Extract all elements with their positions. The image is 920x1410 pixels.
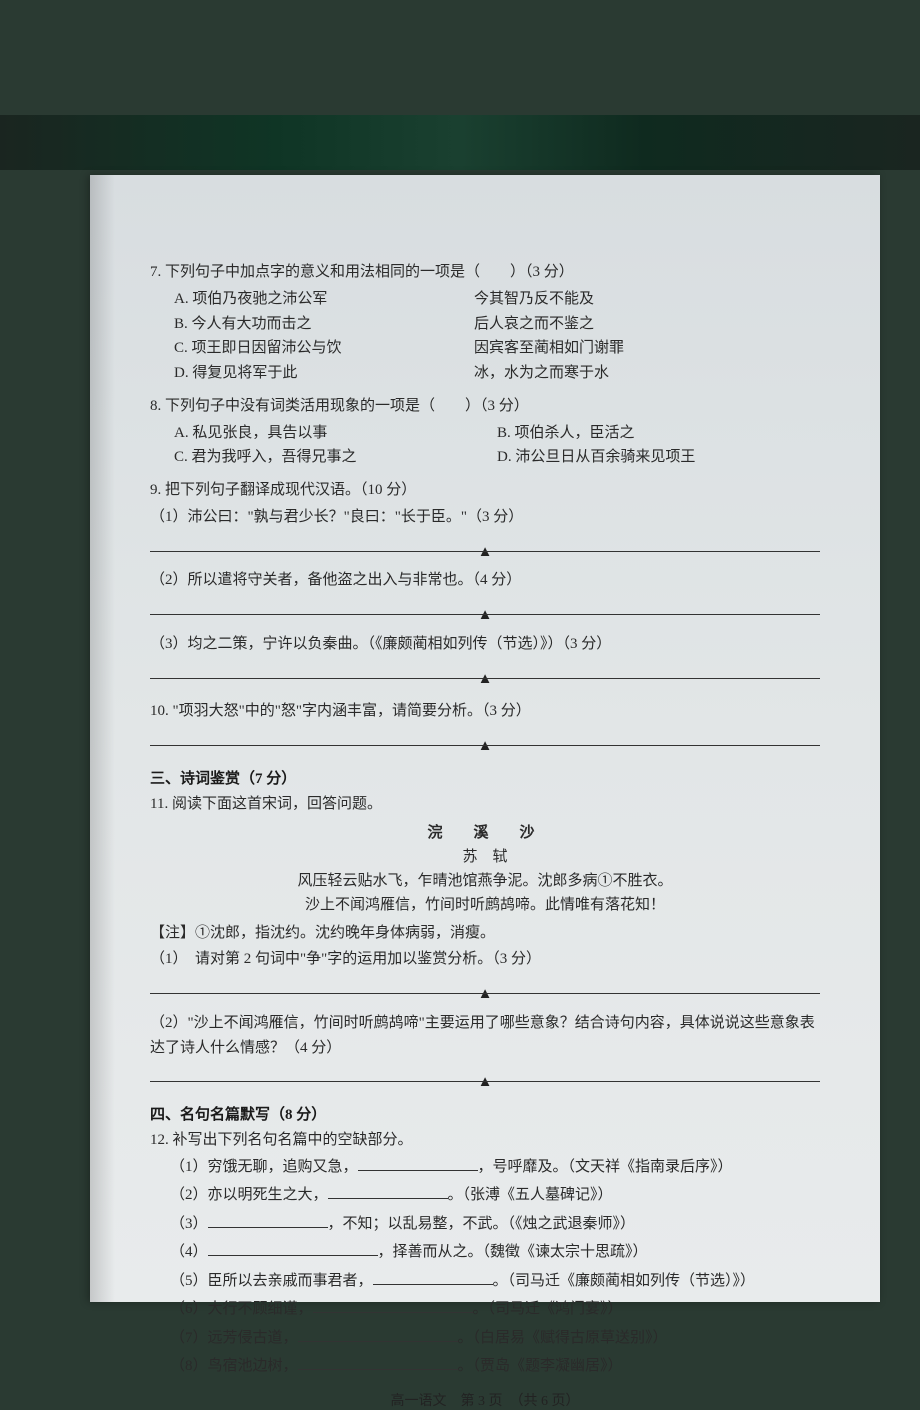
poem-note: 【注】①沈郎，指沈约。沈约晚年身体病弱，消瘦。: [150, 921, 820, 946]
blank: [358, 1155, 478, 1171]
q12-item-2: （2）亦以明死生之大， 。（张溥《五人墓碑记》）: [170, 1183, 820, 1209]
q11-sub2: （2）"沙上不闻鸿雁信，竹间时听鹧鸪啼"主要运用了哪些意象？结合诗句内容，具体说…: [150, 1011, 820, 1061]
q7-options: A. 项伯乃夜驰之沛公军 今其智乃反不能及 B. 今人有大功而击之 后人哀之而不…: [150, 287, 820, 386]
q12-8-pre: （8）鸟宿池边树，: [170, 1358, 298, 1374]
q9-stem: 9. 把下列句子翻译成现代汉语。（10 分）: [150, 478, 820, 503]
q12-item-7: （7）远芳侵古道， 。（白居易《赋得古原草送别》）: [170, 1326, 820, 1352]
poem-block: 浣 溪 沙 苏 轼 风压轻云贴水飞，乍晴池馆燕争泥。沈郎多病①不胜衣。 沙上不闻…: [150, 821, 820, 917]
q12-5-post: 。（司马迁《廉颇蔺相如列传（节选）》）: [493, 1273, 756, 1289]
q9-sub1: （1）沛公曰："孰与君少长？"良曰："长于臣。"（3 分）: [150, 505, 820, 530]
q7-stem: 7. 下列句子中加点字的意义和用法相同的一项是（ ）（3 分）: [150, 260, 820, 285]
q12-7-post: 。（白居易《赋得古原草送别》）: [458, 1330, 668, 1346]
blank: [298, 1354, 458, 1370]
blank: [313, 1297, 473, 1313]
q11-stem: 11. 阅读下面这首宋词，回答问题。: [150, 792, 820, 817]
q7-c-right: 因宾客至蔺相如门谢罪: [474, 336, 624, 361]
q8-stem: 8. 下列句子中没有词类活用现象的一项是（ ）（3 分）: [150, 394, 820, 419]
blank: [298, 1326, 458, 1342]
q7-d-right: 冰，水为之而寒于水: [474, 361, 609, 386]
q12-1-pre: （1）穷饿无聊，追购又急，: [170, 1159, 358, 1175]
question-8: 8. 下列句子中没有词类活用现象的一项是（ ）（3 分） A. 私见张良，具告以…: [150, 394, 820, 470]
poem-title: 浣 溪 沙: [150, 821, 820, 845]
blank: [373, 1269, 493, 1285]
q7-b-right: 后人哀之而不鉴之: [474, 312, 594, 337]
q12-item-8: （8）鸟宿池边树， 。（贾岛《题李凝幽居》）: [170, 1354, 820, 1380]
q8-opt-d: D. 沛公旦日从百余骑来见项王: [497, 445, 820, 470]
q12-7-pre: （7）远芳侵古道，: [170, 1330, 298, 1346]
q8-options: A. 私见张良，具告以事 B. 项伯杀人，臣活之 C. 君为我呼入，吾得兄事之 …: [150, 421, 820, 471]
q12-item-3: （3） ，不知；以乱易整，不武。（《烛之武退秦师》）: [170, 1212, 820, 1238]
q11-sub1: （1） 请对第 2 句词中"争"字的运用加以鉴赏分析。（3 分）: [150, 947, 820, 972]
q12-item-4: （4） ，择善而从之。（魏徵《谏太宗十思疏》）: [170, 1240, 820, 1266]
q12-2-pre: （2）亦以明死生之大，: [170, 1187, 328, 1203]
q7-a-right: 今其智乃反不能及: [474, 287, 594, 312]
q12-3-pre: （3）: [170, 1216, 208, 1232]
blank: [328, 1183, 448, 1199]
question-12: 12. 补写出下列名句名篇中的空缺部分。 （1）穷饿无聊，追购又急， ，号呼靡及。…: [150, 1128, 820, 1380]
q7-opt-a: A. 项伯乃夜驰之沛公军 今其智乃反不能及: [174, 287, 820, 312]
q11-sub2-line: [150, 1062, 820, 1082]
question-11: 11. 阅读下面这首宋词，回答问题。 浣 溪 沙 苏 轼 风压轻云贴水飞，乍晴池…: [150, 792, 820, 1095]
q8-opt-b: B. 项伯杀人，臣活之: [497, 421, 820, 446]
section-4-title: 四、名句名篇默写（8 分）: [150, 1103, 820, 1124]
q12-4-pre: （4）: [170, 1244, 208, 1260]
top-dark-band: [0, 115, 920, 170]
q8-opt-a: A. 私见张良，具告以事: [174, 421, 497, 446]
q12-item-6: （6）大行不顾细谨， 。（司马迁《鸿门宴》）: [170, 1297, 820, 1323]
question-10: 10. "项羽大怒"中的"怒"字内涵丰富，请简要分析。（3 分） ▲: [150, 699, 820, 759]
q7-b-left: B. 今人有大功而击之: [174, 312, 414, 337]
q12-6-post: 。（司马迁《鸿门宴》）: [473, 1301, 623, 1317]
q12-5-pre: （5）臣所以去亲戚而事君者，: [170, 1273, 373, 1289]
poem-author: 苏 轼: [150, 845, 820, 869]
q12-item-5: （5）臣所以去亲戚而事君者， 。（司马迁《廉颇蔺相如列传（节选）》）: [170, 1269, 820, 1295]
q10-line: [150, 726, 820, 746]
q7-opt-c: C. 项王即日因留沛公与饮 因宾客至蔺相如门谢罪: [174, 336, 820, 361]
q12-6-pre: （6）大行不顾细谨，: [170, 1301, 313, 1317]
q12-4-post: ，择善而从之。（魏徵《谏太宗十思疏》）: [378, 1244, 648, 1260]
q9-sub3-line: [150, 659, 820, 679]
question-9: 9. 把下列句子翻译成现代汉语。（10 分） （1）沛公曰："孰与君少长？"良曰…: [150, 478, 820, 691]
q9-sub2-line: [150, 595, 820, 615]
q12-1-post: ，号呼靡及。（文天祥《指南录后序》）: [478, 1159, 733, 1175]
q9-sub3: （3）均之二策，宁许以负秦曲。（《廉颇蔺相如列传（节选）》）（3 分）: [150, 632, 820, 657]
q7-c-left: C. 项王即日因留沛公与饮: [174, 336, 414, 361]
section-3-title: 三、诗词鉴赏（7 分）: [150, 767, 820, 788]
blank: [208, 1212, 328, 1228]
q7-d-left: D. 得复见将军于此: [174, 361, 414, 386]
poem-line-1: 风压轻云贴水飞，乍晴池馆燕争泥。沈郎多病①不胜衣。: [150, 869, 820, 893]
q7-opt-b: B. 今人有大功而击之 后人哀之而不鉴之: [174, 312, 820, 337]
q9-sub1-line: [150, 532, 820, 552]
blank: [208, 1240, 378, 1256]
page-footer: 高一语文 第 3 页 （共 6 页）: [150, 1390, 820, 1410]
q8-opt-c: C. 君为我呼入，吾得兄事之: [174, 445, 497, 470]
q12-3-post: ，不知；以乱易整，不武。（《烛之武退秦师》）: [328, 1216, 636, 1232]
q12-2-post: 。（张溥《五人墓碑记》）: [448, 1187, 613, 1203]
q7-a-left: A. 项伯乃夜驰之沛公军: [174, 287, 414, 312]
q12-item-1: （1）穷饿无聊，追购又急， ，号呼靡及。（文天祥《指南录后序》）: [170, 1155, 820, 1181]
q9-sub2: （2）所以遣将守关者，备他盗之出入与非常也。（4 分）: [150, 568, 820, 593]
q12-fill-list: （1）穷饿无聊，追购又急， ，号呼靡及。（文天祥《指南录后序》） （2）亦以明死生…: [150, 1155, 820, 1380]
q11-sub1-line: [150, 974, 820, 994]
exam-paper: 7. 下列句子中加点字的意义和用法相同的一项是（ ）（3 分） A. 项伯乃夜驰…: [90, 175, 880, 1302]
question-7: 7. 下列句子中加点字的意义和用法相同的一项是（ ）（3 分） A. 项伯乃夜驰…: [150, 260, 820, 386]
poem-line-2: 沙上不闻鸿雁信，竹间时听鹧鸪啼。此情唯有落花知！: [150, 893, 820, 917]
q7-opt-d: D. 得复见将军于此 冰，水为之而寒于水: [174, 361, 820, 386]
q10-stem: 10. "项羽大怒"中的"怒"字内涵丰富，请简要分析。（3 分）: [150, 699, 820, 724]
q12-stem: 12. 补写出下列名句名篇中的空缺部分。: [150, 1128, 820, 1153]
q12-8-post: 。（贾岛《题李凝幽居》）: [458, 1358, 623, 1374]
